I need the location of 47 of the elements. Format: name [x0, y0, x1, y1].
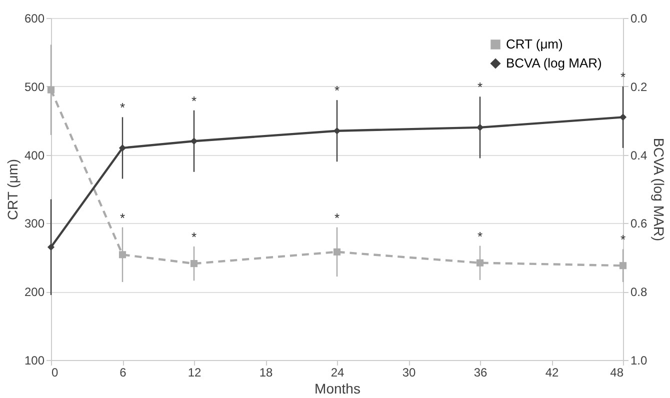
- annotation: *: [120, 210, 126, 226]
- point: [118, 251, 126, 258]
- y-tick-label: 300: [24, 216, 45, 231]
- x-tick-label: 42: [545, 366, 559, 380]
- legend-label: BCVA (log MAR): [506, 56, 602, 70]
- y2-tick-label: 0.8: [630, 285, 648, 300]
- point: [476, 259, 484, 266]
- x-tick-label: 18: [259, 366, 273, 380]
- y2-tick-label: 0.6: [630, 216, 648, 231]
- annotation: *: [620, 232, 626, 248]
- y2-tick-label: 0.2: [630, 80, 648, 94]
- point: [47, 86, 55, 94]
- annotation: *: [334, 83, 340, 98]
- point: [47, 244, 55, 251]
- y2-tick-label: 0.4: [630, 148, 648, 162]
- annotation: *: [334, 210, 340, 226]
- x-axis-title: Months: [314, 380, 360, 396]
- x-tick-label: 30: [402, 366, 416, 380]
- y2-tick-label: 0.0: [630, 12, 648, 26]
- point: [190, 138, 198, 145]
- x-tick-label: 48: [610, 366, 624, 380]
- x-tick-label: 0: [52, 366, 58, 380]
- x-tick-label: 12: [188, 366, 202, 380]
- point: [190, 260, 198, 268]
- annotation: *: [120, 100, 126, 116]
- point: [619, 114, 627, 121]
- y-tick-label: 400: [24, 148, 45, 162]
- annotation: *: [191, 93, 197, 108]
- point: [118, 144, 126, 152]
- y-axis-title: CRT (μm): [4, 158, 20, 220]
- y2-tick-label: 1.0: [630, 354, 648, 368]
- point: [333, 127, 341, 134]
- x-tick-label: 24: [330, 366, 344, 380]
- annotation: *: [191, 229, 197, 244]
- y-tick-label: 500: [24, 80, 45, 94]
- legend-label: CRT (μm): [506, 36, 563, 52]
- annotation: *: [620, 69, 626, 84]
- point: [619, 262, 627, 270]
- y-tick-label: 100: [24, 354, 45, 368]
- y-tick-label: 200: [24, 285, 45, 300]
- y-tick-label: 600: [24, 12, 45, 26]
- x-tick-label: 6: [120, 366, 127, 380]
- annotation: *: [477, 228, 483, 244]
- point: [333, 248, 341, 256]
- x-tick-label: 36: [474, 366, 488, 380]
- y2-axis-title: BCVA (log MAR): [651, 138, 668, 242]
- annotation: *: [477, 80, 483, 95]
